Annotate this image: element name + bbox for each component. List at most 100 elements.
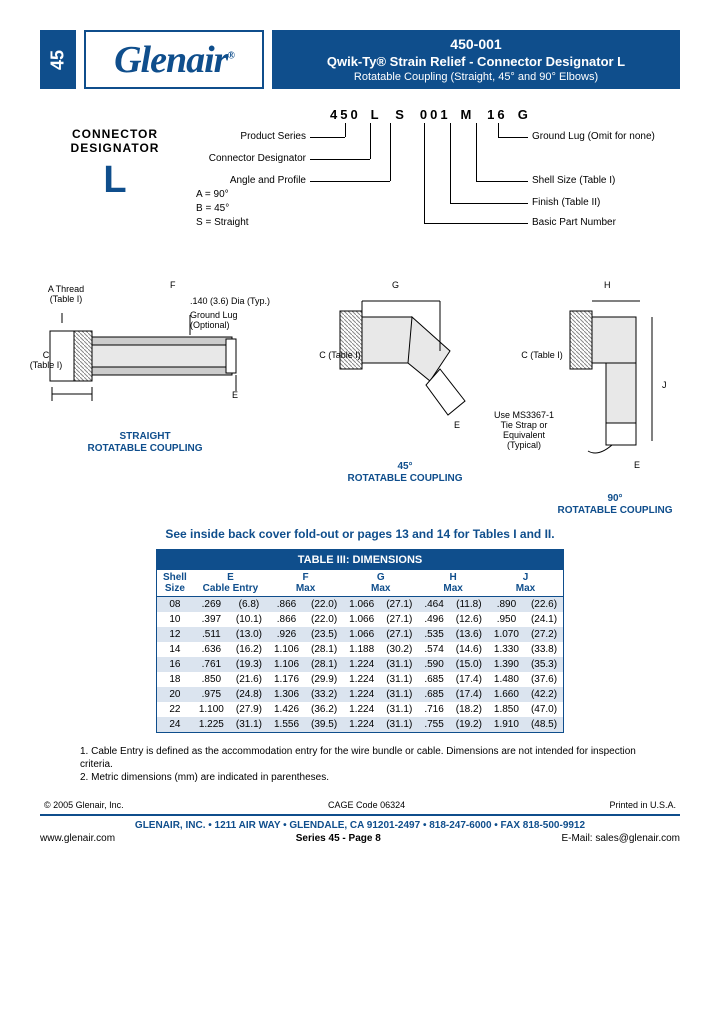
note-1: 1. Cable Entry is defined as the accommo… [80,745,640,771]
label-ground: Ground Lug (Omit for none) [532,131,702,142]
e-label-2: E [454,421,460,431]
partcode-section: CONNECTOR DESIGNATOR L 450 L S 001 M 16 … [40,107,680,277]
e-label-1: E [232,391,238,401]
table-cell: (31.1) [380,657,418,672]
copyright: © 2005 Glenair, Inc. [44,800,124,810]
dia-label: .140 (3.6) Dia (Typ.) [190,297,300,307]
h-label: H [604,281,611,291]
title-main: Qwik-Ty® Strain Relief - Connector Desig… [280,54,672,69]
page-tab: 45 [40,30,76,89]
table-cell: .636 [193,642,230,657]
table-cell: 1.224 [343,687,380,702]
table-cell: (13.6) [450,627,488,642]
table-cell: (27.2) [525,627,564,642]
table-cell: 1.330 [488,642,525,657]
table-cell: 16 [156,657,192,672]
table-cell: (16.2) [230,642,268,657]
table-cell: (19.2) [450,717,488,733]
table-cell: 24 [156,717,192,733]
designator-label: CONNECTOR DESIGNATOR [40,127,190,155]
table-cell: (33.2) [305,687,343,702]
label-angle-s: S = Straight [196,217,296,228]
table-cell: .975 [193,687,230,702]
footer-email: E-Mail: sales@glenair.com [561,833,680,844]
cage-code: CAGE Code 06324 [328,800,405,810]
table-cell: (21.6) [230,672,268,687]
table-cell: (29.9) [305,672,343,687]
table-cell: (24.8) [230,687,268,702]
designator-letter: L [40,159,190,202]
table-cell: 1.224 [343,657,380,672]
th-e: ECable Entry [193,570,268,597]
table-cell: .926 [268,627,305,642]
table-cell: (19.3) [230,657,268,672]
label-series: Product Series [176,131,306,142]
code-series: 450 [330,107,364,122]
g-label: G [392,281,399,291]
j-label: J [662,381,667,391]
designator-block: CONNECTOR DESIGNATOR L [40,107,190,277]
label-angle-b: B = 45° [196,203,296,214]
table-cell: (35.3) [525,657,564,672]
table-cell: (31.1) [380,687,418,702]
c-label-1: C(Table I) [26,351,66,371]
table-cell: (47.0) [525,702,564,717]
label-angle: Angle and Profile [176,175,306,186]
d45-drawing [320,291,490,474]
f-label: F [170,281,176,291]
table-cell: 1.556 [268,717,305,733]
table-cell: .464 [418,597,449,613]
table-cell: (28.1) [305,642,343,657]
table-cell: (22.0) [305,612,343,627]
table-header-row: ShellSize ECable Entry FMax GMax HMax JM… [156,570,563,597]
table-cell: 08 [156,597,192,613]
table-row: 20.975(24.8)1.306(33.2)1.224(31.1).685(1… [156,687,563,702]
label-designator: Connector Designator [176,153,306,164]
straight-label: STRAIGHTROTATABLE COUPLING [70,431,220,455]
table-row: 16.761(19.3)1.106(28.1)1.224(31.1).590(1… [156,657,563,672]
table-cell: 1.390 [488,657,525,672]
table-cell: (17.4) [450,687,488,702]
part-code: 450 L S 001 M 16 G [330,107,536,122]
table-cell: 1.176 [268,672,305,687]
table-cell: 1.224 [343,672,380,687]
table-cell: .397 [193,612,230,627]
table-cell: .866 [268,597,305,613]
table-cell: 1.066 [343,627,380,642]
e-label-3: E [634,461,640,471]
table-cell: 1.480 [488,672,525,687]
th-h: HMax [418,570,488,597]
table-cell: (23.5) [305,627,343,642]
table-cell: (37.6) [525,672,564,687]
th-j: JMax [488,570,564,597]
th-shell: ShellSize [156,570,192,597]
table-cell: 10 [156,612,192,627]
table-row: 241.225(31.1)1.556(39.5)1.224(31.1).755(… [156,717,563,733]
label-shell: Shell Size (Table I) [532,175,702,186]
table-cell: .755 [418,717,449,733]
d45-label: 45°ROTATABLE COUPLING [330,461,480,485]
code-basic: 001 [420,107,454,122]
logo-box: Glenair® [84,30,264,89]
c-label-2: C (Table I) [312,351,368,361]
d90-drawing [540,291,680,494]
table-cell: 1.066 [343,597,380,613]
table-cell: .535 [418,627,449,642]
title-sub: Rotatable Coupling (Straight, 45° and 90… [280,71,672,83]
table-cell: (36.2) [305,702,343,717]
table-cell: .511 [193,627,230,642]
table-cell: 1.426 [268,702,305,717]
table-cell: .950 [488,612,525,627]
table-cell: (31.1) [380,702,418,717]
table-cell: 1.225 [193,717,230,733]
table-cell: (27.1) [380,597,418,613]
table-cell: .685 [418,672,449,687]
dimensions-table: TABLE III: DIMENSIONS ShellSize ECable E… [156,549,564,733]
table-cell: .685 [418,687,449,702]
footer-series: Series 45 - Page 8 [296,833,381,844]
table-cell: (10.1) [230,612,268,627]
table-cell: .269 [193,597,230,613]
code-designator: L [371,107,389,122]
table-cell: .761 [193,657,230,672]
drawings-section: A Thread(Table I) C(Table I) F E .140 (3… [40,281,680,521]
